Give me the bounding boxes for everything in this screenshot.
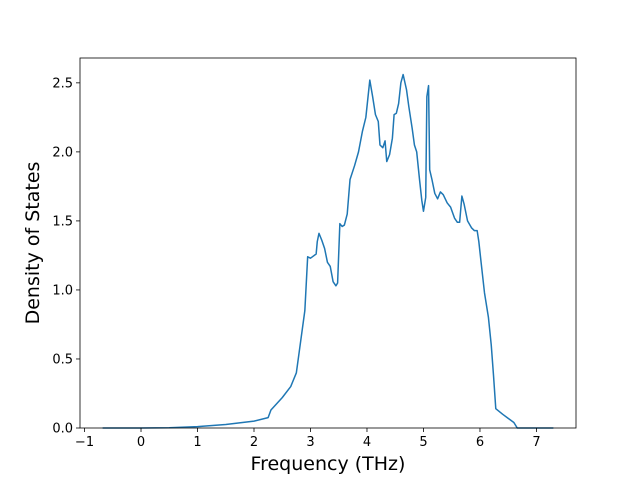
x-tick-label: 3	[306, 435, 314, 450]
x-tick-label: 6	[476, 435, 484, 450]
x-tick-label: 0	[137, 435, 145, 450]
x-tick-label: 4	[363, 435, 371, 450]
y-axis-label: Density of States	[22, 162, 44, 325]
y-tick-label: 2.0	[52, 145, 73, 160]
y-tick-label: 1.5	[52, 214, 73, 229]
y-tick-label: 1.0	[52, 283, 73, 298]
plot-frame	[79, 57, 577, 429]
x-tick-label: 5	[419, 435, 427, 450]
x-tick-label: −1	[75, 435, 94, 450]
line	[102, 73, 554, 429]
y-tick-label: 0.0	[52, 422, 73, 437]
x-axis-label: Frequency (THz)	[251, 453, 406, 475]
x-tick-label: 7	[532, 435, 540, 450]
x-tick-label: 1	[193, 435, 201, 450]
y-tick-label: 2.5	[52, 76, 73, 91]
y-tick-label: 0.5	[52, 352, 73, 367]
x-tick-label: 2	[250, 435, 258, 450]
